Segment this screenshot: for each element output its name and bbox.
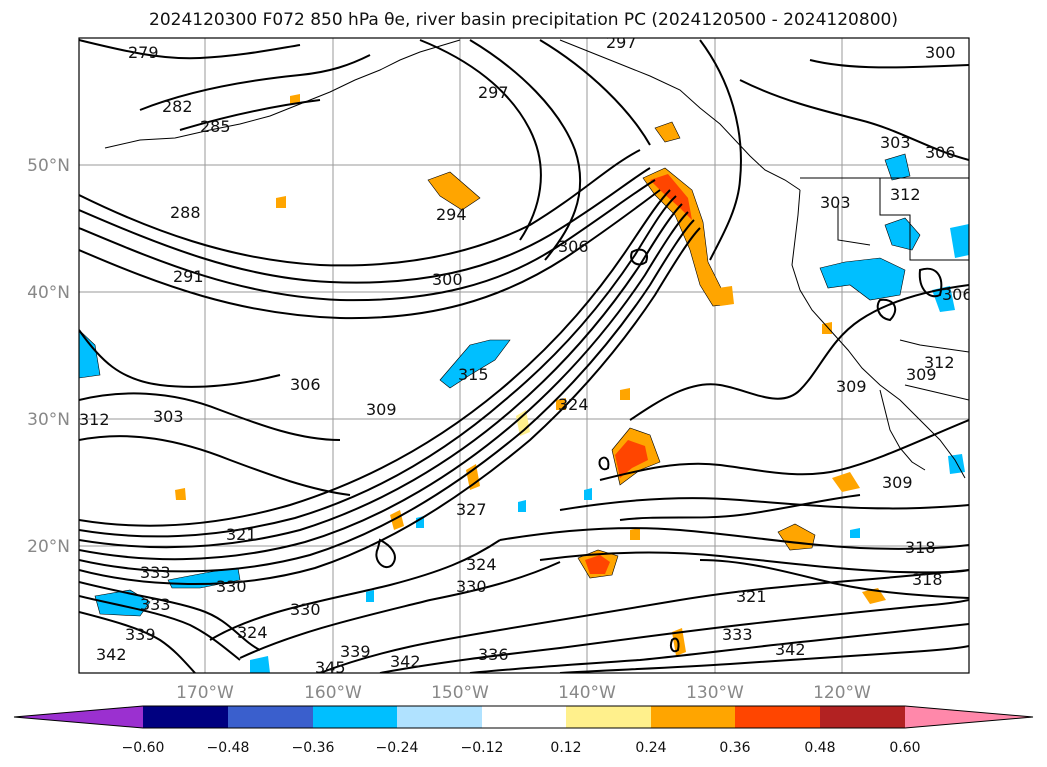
contour-label-300-a: 300: [432, 270, 463, 289]
lon-label-160w: 160°W: [304, 683, 362, 703]
colorbar-tick-labels: −0.60 −0.48 −0.36 −0.24 −0.12 0.12 0.24 …: [122, 740, 921, 756]
colorbar-tick-label: 0.60: [889, 740, 920, 756]
colorbar: −0.60 −0.48 −0.36 −0.24 −0.12 0.12 0.24 …: [13, 705, 1034, 756]
colorbar-tick-label: 0.12: [550, 740, 581, 756]
contour-label-306-a: 306: [290, 375, 321, 394]
contour-label-303-b: 303: [880, 133, 911, 152]
colorbar-segment-8: [735, 706, 820, 728]
contour-label-306-c: 306: [925, 143, 956, 162]
theta-e-contours: [79, 39, 969, 673]
contour-label-318-b: 318: [912, 570, 943, 589]
contour-label-324-a: 324: [558, 395, 589, 414]
contour-label-309-c: 309: [882, 473, 913, 492]
lat-label-40n: 40°N: [27, 283, 70, 303]
contour-label-297-b: 297: [606, 33, 637, 52]
contour-label-309-b: 309: [836, 377, 867, 396]
longitude-labels: 170°W 160°W 150°W 140°W 130°W 120°W: [176, 683, 871, 703]
contour-label-318-a: 318: [905, 538, 936, 557]
contour-label-282: 282: [162, 97, 193, 116]
map-frame: [78, 37, 970, 674]
colorbar-tick-label: −0.12: [461, 740, 504, 756]
lon-label-170w: 170°W: [176, 683, 234, 703]
contour-label-324-c: 324: [237, 623, 268, 642]
contour-label-342-c: 342: [775, 640, 806, 659]
negative-shading-patches: [79, 153, 969, 673]
contour-label-330-c: 330: [456, 577, 487, 596]
colorbar-extend-high: [905, 706, 1033, 728]
chart-title: 2024120300 F072 850 hPa θe, river basin …: [149, 10, 898, 30]
contour-label-309-d: 309: [906, 365, 937, 384]
lon-label-140w: 140°W: [558, 683, 616, 703]
contour-label-309-a: 309: [366, 400, 397, 419]
contour-label-303-a: 303: [153, 407, 184, 426]
contour-label-327: 327: [456, 500, 487, 519]
colorbar-extend-low: [14, 706, 143, 728]
contour-label-303-c: 303: [820, 193, 851, 212]
contour-label-312-c: 312: [890, 185, 921, 204]
colorbar-tick-label: 0.48: [804, 740, 835, 756]
contour-label-339-b: 339: [340, 642, 371, 661]
contour-label-345: 345: [315, 658, 346, 677]
contour-label-279: 279: [128, 43, 159, 62]
contour-label-342-a: 342: [96, 645, 127, 664]
lat-label-50n: 50°N: [27, 156, 70, 176]
contour-label-291: 291: [173, 267, 204, 286]
coastlines: [104, 39, 969, 479]
contour-label-315: 315: [458, 365, 489, 384]
colorbar-tick-label: −0.48: [207, 740, 250, 756]
colorbar-tick-label: −0.24: [376, 740, 419, 756]
contour-label-306-b: 306: [558, 237, 589, 256]
lon-label-130w: 130°W: [686, 683, 744, 703]
lon-label-120w: 120°W: [813, 683, 871, 703]
colorbar-tick-label: 0.24: [635, 740, 666, 756]
contour-label-312-a: 312: [79, 410, 110, 429]
colorbar-segment-1: [143, 706, 228, 728]
contour-labels: 279 282 285 288 291 294 297 297 300 300 …: [79, 33, 973, 677]
contour-label-330-b: 330: [290, 600, 321, 619]
colorbar-segment-4: [397, 706, 482, 728]
contour-label-294: 294: [436, 205, 467, 224]
lat-label-20n: 20°N: [27, 537, 70, 557]
colorbar-segment-6: [566, 706, 651, 728]
colorbar-segment-7: [651, 706, 735, 728]
contour-label-297-a: 297: [478, 83, 509, 102]
contour-label-333-c: 333: [140, 595, 171, 614]
contour-label-306-d: 306: [942, 285, 973, 304]
lat-label-30n: 30°N: [27, 410, 70, 430]
contour-label-342-b: 342: [390, 652, 421, 671]
contour-label-312-b: 312: [924, 353, 955, 372]
contour-label-321-a: 321: [226, 525, 257, 544]
latitude-labels: 50°N 40°N 30°N 20°N: [27, 156, 70, 557]
contour-label-339-a: 339: [125, 625, 156, 644]
contour-label-300-b: 300: [925, 43, 956, 62]
colorbar-tick-label: −0.36: [292, 740, 335, 756]
colorbar-segment-2: [228, 706, 313, 728]
colorbar-tick-label: 0.36: [719, 740, 750, 756]
lon-label-150w: 150°W: [431, 683, 489, 703]
contour-label-324-b: 324: [466, 555, 497, 574]
colorbar-outline: [13, 705, 1034, 729]
contour-label-288: 288: [170, 203, 201, 222]
contour-label-330-a: 330: [216, 577, 247, 596]
contour-label-321-b: 321: [736, 587, 767, 606]
contour-label-333-a: 333: [140, 563, 171, 582]
colorbar-tick-label: −0.60: [122, 740, 165, 756]
contour-label-333-b: 333: [722, 625, 753, 644]
contour-label-336: 336: [478, 645, 509, 664]
colorbar-segment-3: [313, 706, 397, 728]
colorbar-segment-5: [482, 706, 566, 728]
colorbar-segment-9: [820, 706, 905, 728]
contour-label-285: 285: [200, 117, 231, 136]
